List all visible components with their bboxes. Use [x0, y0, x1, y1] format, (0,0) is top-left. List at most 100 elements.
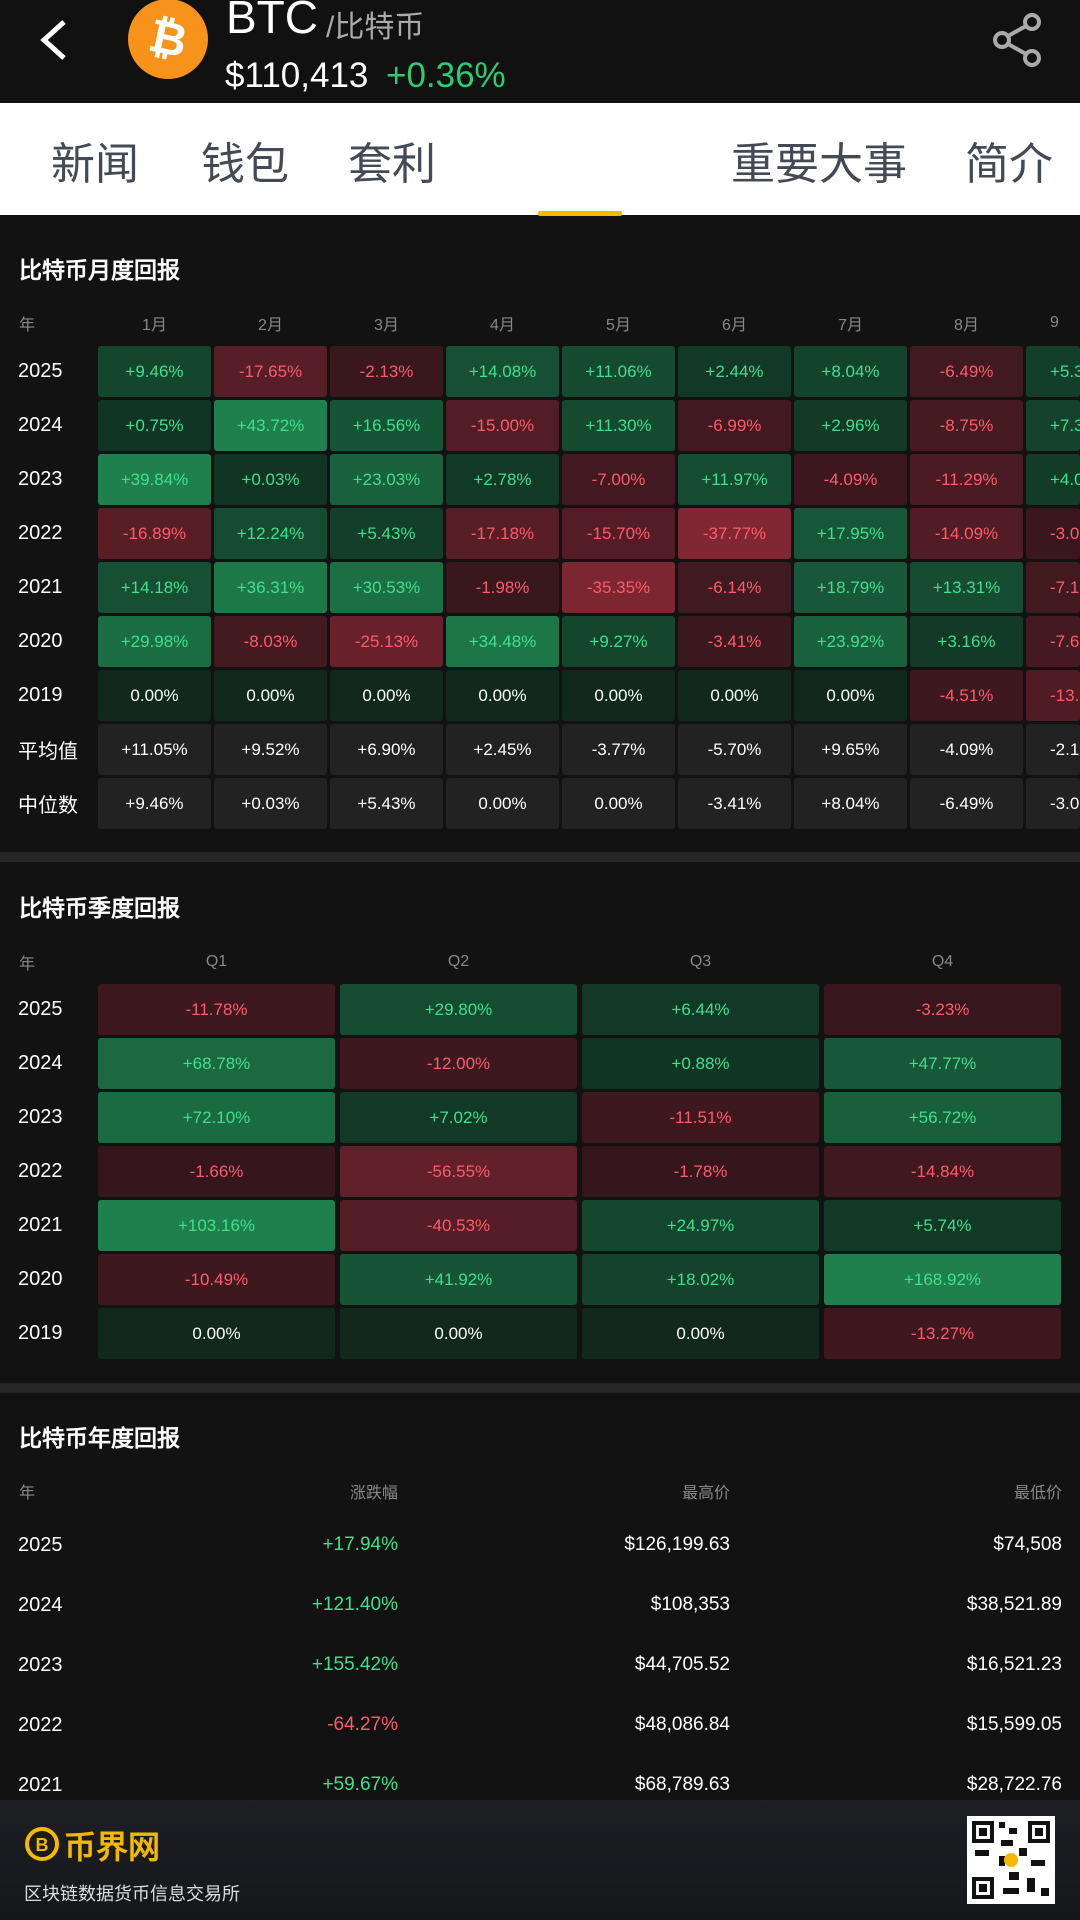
return-cell: -4.09% — [794, 454, 907, 505]
return-cell: 0.00% — [340, 1308, 577, 1359]
return-cell: -15.70% — [562, 508, 675, 559]
year-value: $68,789.63 — [634, 1774, 730, 1795]
column-header: 2月 — [258, 317, 283, 334]
share-button[interactable] — [990, 12, 1046, 68]
year-value: $38,521.89 — [966, 1594, 1062, 1615]
row-label: 2019 — [18, 1322, 63, 1344]
return-cell: +8.04% — [794, 778, 907, 829]
row-label: 2024 — [18, 1593, 63, 1616]
tab[interactable]: 新闻 — [51, 140, 139, 189]
return-cell: +0.03% — [214, 454, 327, 505]
return-cell: +2.78% — [446, 454, 559, 505]
section-title: 比特币年度回报 — [19, 1425, 180, 1451]
column-header: 年 — [19, 317, 36, 334]
return-cell: +9.46% — [98, 778, 211, 829]
row-label: 2021 — [18, 1773, 63, 1796]
column-header: 最高价 — [681, 1485, 730, 1502]
return-cell: -5.70% — [678, 724, 791, 775]
column-header: 最低价 — [1013, 1485, 1062, 1502]
return-cell: -4.51% — [910, 670, 1023, 721]
return-cell: +11.06% — [562, 346, 675, 397]
row-label: 平均值 — [18, 741, 78, 763]
return-cell: -15.00% — [446, 400, 559, 451]
tab-indicator — [538, 211, 622, 216]
brand-logo: B — [25, 1827, 59, 1861]
return-cell: -1.78% — [582, 1146, 819, 1197]
row-label: 2020 — [18, 1268, 63, 1290]
brand-name: 币界网 — [64, 1829, 161, 1865]
row-label: 2025 — [18, 998, 63, 1020]
year-value: +17.94% — [322, 1534, 398, 1555]
return-cell: +8.04% — [794, 346, 907, 397]
return-cell: 0.00% — [582, 1308, 819, 1359]
year-value: $74,508 — [993, 1534, 1062, 1555]
row-label: 2025 — [18, 1533, 63, 1556]
row-label: 2022 — [18, 1713, 63, 1736]
back-button[interactable] — [36, 18, 72, 62]
return-cell: -14.84% — [824, 1146, 1061, 1197]
return-cell: +18.79% — [794, 562, 907, 613]
return-cell: -3.41% — [678, 616, 791, 667]
return-cell: -3.0 — [1026, 778, 1080, 829]
tab[interactable]: 套利 — [348, 140, 436, 189]
year-value: +59.67% — [322, 1774, 398, 1795]
year-value: $28,722.76 — [966, 1774, 1062, 1795]
return-cell: -8.75% — [910, 400, 1023, 451]
column-header: 3月 — [374, 317, 399, 334]
column-header: 年 — [19, 1485, 36, 1502]
return-cell: +43.72% — [214, 400, 327, 451]
column-header: 4月 — [490, 317, 515, 334]
return-cell: 0.00% — [330, 670, 443, 721]
column-header: Q4 — [931, 953, 954, 970]
return-cell: +14.08% — [446, 346, 559, 397]
divider — [0, 852, 1080, 862]
return-cell: +0.03% — [214, 778, 327, 829]
return-cell: +39.84% — [98, 454, 211, 505]
return-cell: +14.18% — [98, 562, 211, 613]
return-cell: +17.95% — [794, 508, 907, 559]
return-cell: -3.41% — [678, 778, 791, 829]
section-title: 比特币月度回报 — [19, 257, 180, 283]
return-cell: -1.66% — [98, 1146, 335, 1197]
row-label: 2023 — [18, 1653, 63, 1676]
return-cell: +0.75% — [98, 400, 211, 451]
return-cell: +29.98% — [98, 616, 211, 667]
column-header: 1月 — [142, 317, 167, 334]
return-cell: 0.00% — [98, 1308, 335, 1359]
return-cell: +9.27% — [562, 616, 675, 667]
row-label: 2024 — [18, 1052, 63, 1074]
qr-code — [967, 1816, 1055, 1904]
tab[interactable]: 重要大事 — [731, 140, 907, 189]
return-cell: +11.05% — [98, 724, 211, 775]
return-cell: -1.98% — [446, 562, 559, 613]
tab[interactable]: 钱包 — [201, 140, 289, 189]
return-cell: +72.10% — [98, 1092, 335, 1143]
column-header: 7月 — [838, 317, 863, 334]
return-cell: -35.35% — [562, 562, 675, 613]
return-cell: 0.00% — [562, 778, 675, 829]
price-change: +0.36% — [386, 56, 506, 95]
return-cell: +56.72% — [824, 1092, 1061, 1143]
return-cell: +2.45% — [446, 724, 559, 775]
row-label: 2022 — [18, 1160, 63, 1182]
return-cell: -14.09% — [910, 508, 1023, 559]
return-cell: -13.27% — [824, 1308, 1061, 1359]
return-cell: -2.1 — [1026, 724, 1080, 775]
return-cell: +29.80% — [340, 984, 577, 1035]
row-label: 2020 — [18, 630, 63, 652]
return-cell: +24.97% — [582, 1200, 819, 1251]
return-cell: +2.44% — [678, 346, 791, 397]
row-label: 2021 — [18, 1214, 63, 1236]
row-label: 中位数 — [18, 795, 78, 817]
year-value: +155.42% — [311, 1654, 398, 1675]
year-value: $15,599.05 — [966, 1714, 1062, 1735]
return-cell: 0.00% — [794, 670, 907, 721]
return-cell: -7.1 — [1026, 562, 1080, 613]
tab[interactable]: 简介 — [965, 140, 1053, 189]
return-cell: +12.24% — [214, 508, 327, 559]
return-cell: +11.97% — [678, 454, 791, 505]
return-cell: +2.96% — [794, 400, 907, 451]
year-value: $44,705.52 — [634, 1654, 730, 1675]
column-header: 8月 — [954, 317, 979, 334]
return-cell: +6.44% — [582, 984, 819, 1035]
